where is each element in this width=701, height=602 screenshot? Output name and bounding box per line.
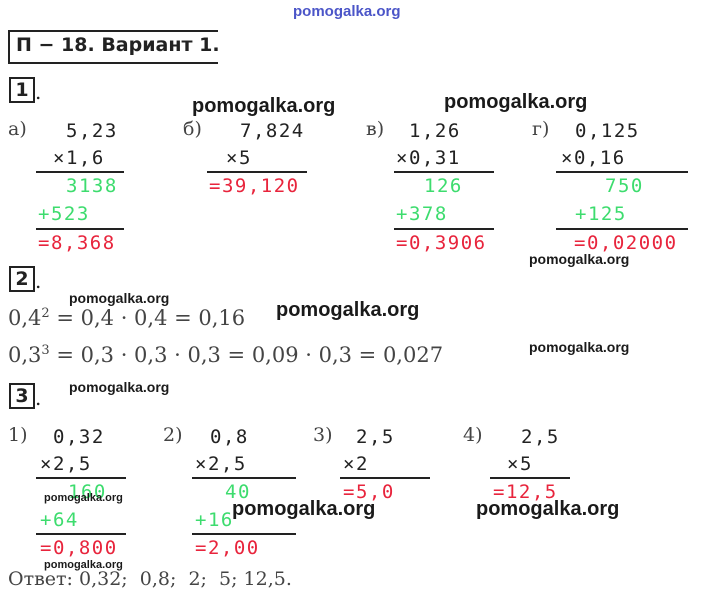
section-2-dot: . xyxy=(35,269,42,293)
result: =39,120 xyxy=(209,175,300,197)
separator-line xyxy=(394,228,494,230)
section-3-dot: . xyxy=(35,386,42,410)
watermark: pomogalka.org xyxy=(192,95,336,117)
separator-line xyxy=(490,477,570,479)
power-equation-2: 0,33 = 0,3 · 0,3 · 0,3 = 0,09 · 0,3 = 0,… xyxy=(8,343,443,367)
page-title: П − 18. Вариант 1. xyxy=(16,34,220,56)
watermark: pomogalka.org xyxy=(69,379,170,395)
operand-2: ×0,16 xyxy=(561,147,626,169)
operand-2: ×0,31 xyxy=(396,147,461,169)
item-label-3: 3) xyxy=(313,424,333,446)
partial-product-1: 750 xyxy=(605,175,644,197)
item-label-v: в) xyxy=(366,118,385,140)
separator-line xyxy=(556,228,688,230)
answer-line: Ответ: 0,32; 0,8; 2; 5; 12,5. xyxy=(8,568,292,590)
watermark: pomogalka.org xyxy=(232,498,376,520)
section-1-number: 1 xyxy=(9,77,35,103)
expansion: = 0,4 · 0,4 = 0,16 xyxy=(49,306,246,330)
separator-line xyxy=(192,533,296,535)
operand-2: ×1,6 xyxy=(53,147,105,169)
watermark-top: pomogalka.org xyxy=(293,3,401,20)
base: 0,3 xyxy=(8,343,42,367)
watermark: pomogalka.org xyxy=(44,559,123,571)
base: 0,4 xyxy=(8,306,42,330)
section-1-dot: . xyxy=(35,80,42,104)
partial-product-2: +64 xyxy=(40,509,79,531)
operand-2: ×2 xyxy=(343,453,369,475)
watermark: pomogalka.org xyxy=(444,91,588,113)
partial-product-2: +523 xyxy=(38,203,90,225)
operand-2: ×2,5 xyxy=(40,453,92,475)
operand-1: 2,5 xyxy=(356,426,395,448)
partial-product-1: 160 xyxy=(68,481,107,503)
separator-line xyxy=(36,533,126,535)
operand-1: 0,32 xyxy=(53,426,105,448)
item-label-2: 2) xyxy=(163,424,183,446)
item-label-g: г) xyxy=(532,118,550,140)
expansion: = 0,3 · 0,3 · 0,3 = 0,09 · 0,3 = 0,027 xyxy=(49,343,444,367)
watermark: pomogalka.org xyxy=(44,492,123,504)
section-2-number: 2 xyxy=(9,266,35,292)
watermark: pomogalka.org xyxy=(529,251,630,267)
separator-line xyxy=(340,477,430,479)
result: =12,5 xyxy=(493,481,558,503)
watermark: pomogalka.org xyxy=(69,290,170,306)
operand-1: 7,824 xyxy=(240,120,305,142)
watermark: pomogalka.org xyxy=(476,498,620,520)
separator-line xyxy=(36,228,124,230)
result: =0,800 xyxy=(40,537,118,559)
operand-1: 2,5 xyxy=(521,426,560,448)
separator-line xyxy=(36,171,124,173)
partial-product-2: +16 xyxy=(195,509,234,531)
operand-1: 0,8 xyxy=(210,426,249,448)
operand-2: ×2,5 xyxy=(195,453,247,475)
exponent: 2 xyxy=(41,306,50,321)
operand-1: 5,23 xyxy=(66,120,118,142)
watermark: pomogalka.org xyxy=(276,299,420,321)
section-3-number: 3 xyxy=(9,383,35,409)
header-frame xyxy=(8,30,218,64)
operand-1: 0,125 xyxy=(575,120,640,142)
separator-line xyxy=(394,171,494,173)
separator-line xyxy=(556,171,688,173)
exponent: 3 xyxy=(41,343,50,358)
result: =5,0 xyxy=(343,481,395,503)
item-label-b: б) xyxy=(183,118,202,140)
result: =0,3906 xyxy=(396,232,487,254)
item-label-4: 4) xyxy=(463,424,483,446)
operand-2: ×5 xyxy=(507,453,533,475)
power-equation-1: 0,42 = 0,4 · 0,4 = 0,16 xyxy=(8,306,245,330)
partial-product-1: 3138 xyxy=(66,175,118,197)
item-label-1: 1) xyxy=(8,424,28,446)
item-label-a: а) xyxy=(8,118,27,140)
separator-line xyxy=(192,477,296,479)
separator-line xyxy=(207,171,307,173)
result: =0,02000 xyxy=(574,232,678,254)
partial-product-2: +125 xyxy=(575,203,627,225)
watermark: pomogalka.org xyxy=(529,339,630,355)
operand-1: 1,26 xyxy=(409,120,461,142)
result: =8,368 xyxy=(38,232,116,254)
partial-product-1: 40 xyxy=(225,481,251,503)
partial-product-2: +378 xyxy=(396,203,448,225)
separator-line xyxy=(36,477,126,479)
operand-2: ×5 xyxy=(226,147,252,169)
result: =2,00 xyxy=(195,537,260,559)
partial-product-1: 126 xyxy=(424,175,463,197)
